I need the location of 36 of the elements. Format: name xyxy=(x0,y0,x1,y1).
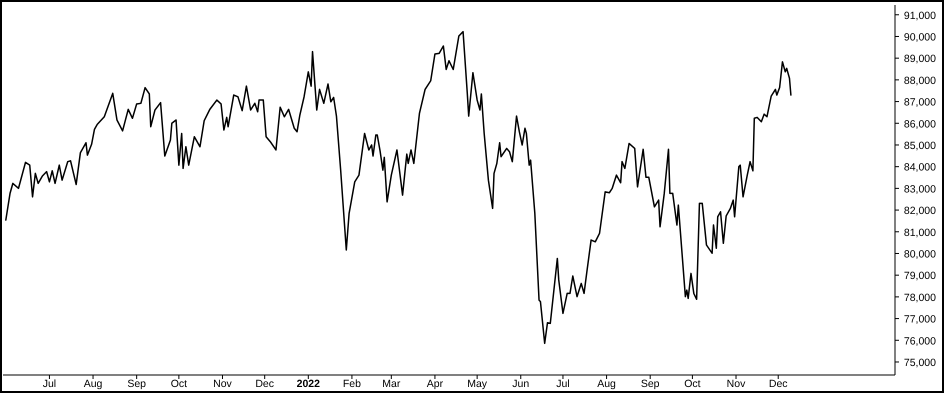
y-tick-label: 82,000 xyxy=(904,205,936,218)
y-tick-label: 78,000 xyxy=(904,292,936,304)
y-tick-label: 84,000 xyxy=(904,162,936,174)
x-tick-label: Nov xyxy=(726,378,746,390)
x-tick-label: Mar xyxy=(382,378,401,390)
y-tick-label: 77,000 xyxy=(904,314,936,326)
x-tick-label: Dec xyxy=(255,378,274,390)
y-tick-label: 76,000 xyxy=(904,335,936,348)
x-tick-label: Nov xyxy=(213,378,233,390)
y-tick-label: 79,000 xyxy=(904,270,936,282)
y-tick-label: 83,000 xyxy=(904,183,936,196)
x-tick-label: Dec xyxy=(768,378,788,390)
y-tick-label: 89,000 xyxy=(904,53,936,66)
x-tick-label: Jun xyxy=(512,378,530,390)
x-tick-label: Oct xyxy=(170,378,188,390)
x-tick-label: May xyxy=(467,378,488,390)
x-tick-label: Aug xyxy=(597,378,616,390)
x-tick-label: Aug xyxy=(84,378,103,390)
y-tick-label: 81,000 xyxy=(904,226,936,239)
x-tick-label: Jul xyxy=(556,378,570,390)
x-tick-label: Feb xyxy=(342,378,362,390)
x-tick-label: Oct xyxy=(684,378,701,390)
x-tick-label: 2022 xyxy=(296,378,320,390)
y-tick-label: 80,000 xyxy=(904,248,936,260)
line-series xyxy=(5,30,792,344)
y-tick-label: 90,000 xyxy=(904,31,936,44)
y-tick-label: 91,000 xyxy=(904,10,936,22)
x-tick-label: Jul xyxy=(42,378,56,390)
y-tick-label: 85,000 xyxy=(904,140,936,152)
y-tick-label: 88,000 xyxy=(904,74,936,87)
x-tick-label: Sep xyxy=(127,378,146,390)
y-tick-label: 75,000 xyxy=(904,356,936,369)
y-tick-label: 87,000 xyxy=(904,96,936,109)
y-tick-label: 86,000 xyxy=(904,118,936,130)
x-tick-label: Apr xyxy=(426,378,444,390)
x-tick-label: Sep xyxy=(640,378,660,390)
